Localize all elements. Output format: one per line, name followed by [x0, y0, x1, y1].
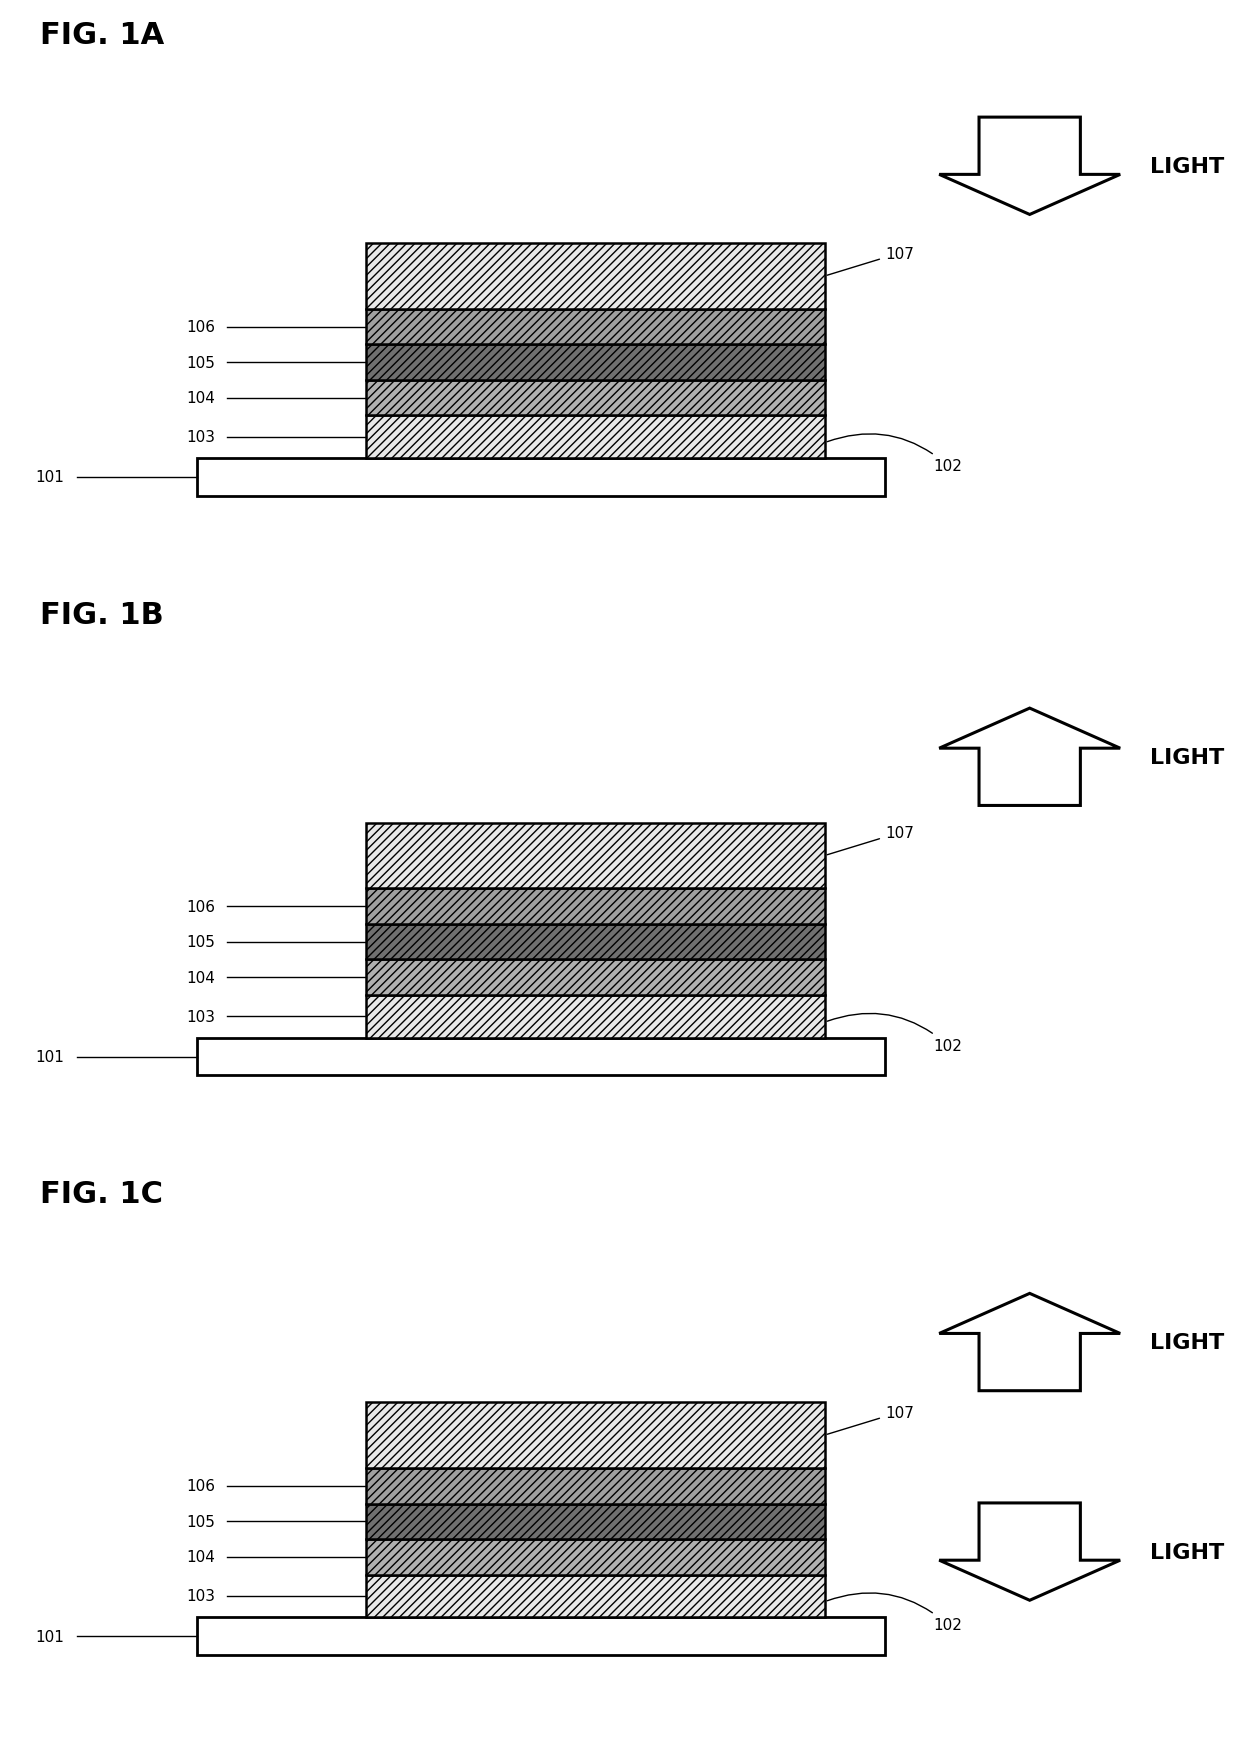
Bar	[366, 1402, 824, 1468]
Text: 102: 102	[828, 435, 962, 473]
Text: FIG. 1A: FIG. 1A	[41, 21, 165, 50]
Bar	[366, 416, 824, 459]
Text: 105: 105	[186, 934, 215, 949]
Bar	[197, 459, 885, 496]
Bar	[366, 1539, 824, 1574]
Text: 104: 104	[186, 970, 215, 986]
Text: 106: 106	[186, 1478, 215, 1494]
Bar	[366, 310, 824, 346]
Text: 102: 102	[828, 1593, 962, 1633]
Text: 107: 107	[828, 247, 913, 277]
Bar	[366, 925, 824, 960]
Bar	[366, 1574, 824, 1617]
Text: LIGHT: LIGHT	[1150, 1332, 1225, 1353]
Bar	[197, 1617, 885, 1656]
Text: LIGHT: LIGHT	[1150, 748, 1225, 767]
Text: 103: 103	[186, 1009, 215, 1024]
Text: 101: 101	[36, 1629, 65, 1643]
Text: 101: 101	[36, 470, 65, 485]
Bar	[366, 889, 824, 925]
Polygon shape	[939, 1294, 1121, 1391]
Polygon shape	[939, 710, 1121, 805]
Text: 103: 103	[186, 1588, 215, 1603]
Bar	[366, 1504, 824, 1539]
Bar	[366, 346, 824, 381]
Text: FIG. 1C: FIG. 1C	[41, 1179, 164, 1209]
Text: 107: 107	[828, 826, 913, 856]
Text: 101: 101	[36, 1049, 65, 1064]
Text: 106: 106	[186, 320, 215, 336]
Text: 104: 104	[186, 1549, 215, 1565]
Text: 104: 104	[186, 391, 215, 405]
Bar	[366, 243, 824, 310]
Text: 106: 106	[186, 899, 215, 915]
Bar	[366, 823, 824, 889]
Text: FIG. 1B: FIG. 1B	[41, 600, 164, 630]
Text: 107: 107	[828, 1405, 913, 1435]
Bar	[366, 381, 824, 416]
Text: 105: 105	[186, 355, 215, 370]
Text: 102: 102	[828, 1014, 962, 1054]
Bar	[366, 1468, 824, 1504]
Text: 103: 103	[186, 430, 215, 445]
Bar	[197, 1038, 885, 1075]
Polygon shape	[939, 118, 1121, 216]
Text: 105: 105	[186, 1515, 215, 1529]
Text: LIGHT: LIGHT	[1150, 1542, 1225, 1562]
Bar	[366, 960, 824, 995]
Text: LIGHT: LIGHT	[1150, 157, 1225, 177]
Bar	[366, 995, 824, 1038]
Polygon shape	[939, 1502, 1121, 1600]
